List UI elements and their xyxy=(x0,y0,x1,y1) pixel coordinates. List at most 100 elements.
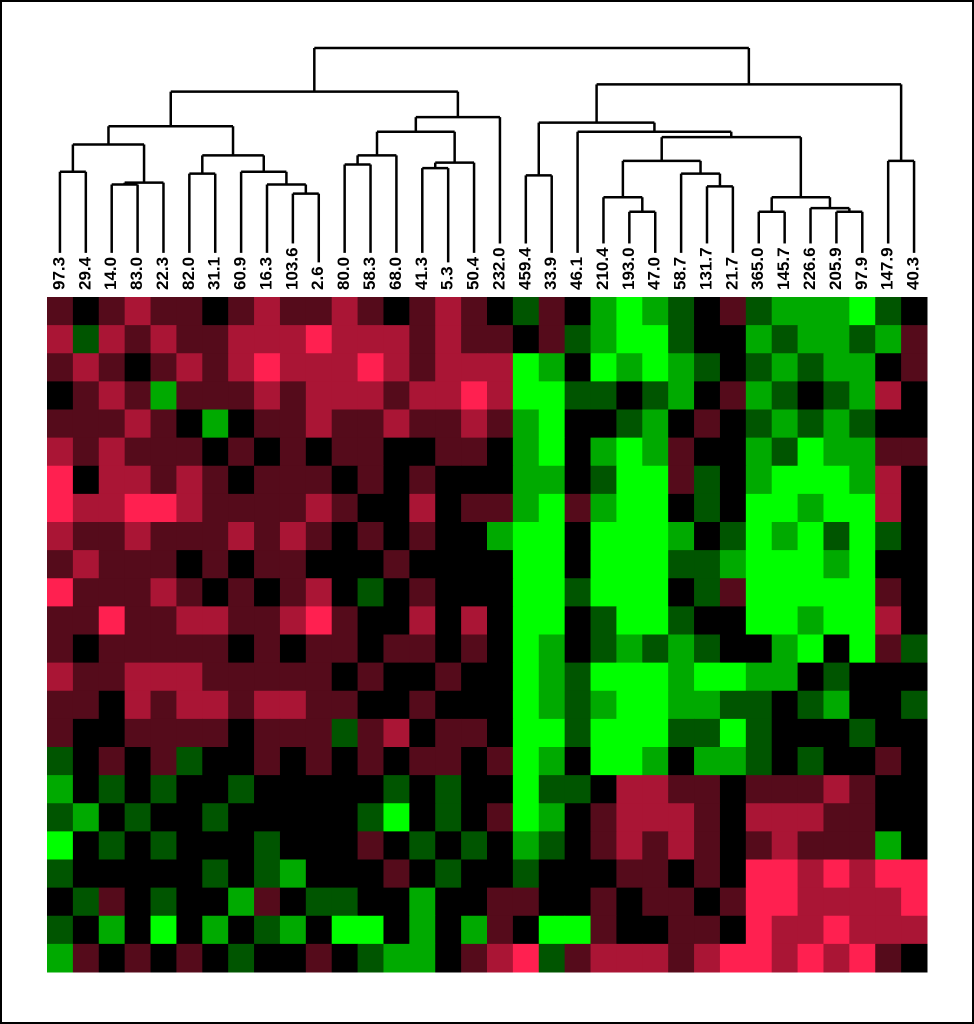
heatmap-cell xyxy=(564,381,592,410)
heatmap-cell xyxy=(564,831,592,860)
heatmap-cell xyxy=(694,353,721,382)
heatmap-cell xyxy=(538,859,566,889)
heatmap-cell xyxy=(435,747,462,776)
heatmap-cell xyxy=(512,803,540,832)
heatmap-cell xyxy=(797,718,824,748)
heatmap-cell xyxy=(719,747,747,776)
heatmap-cell xyxy=(538,831,566,860)
heatmap-cell xyxy=(694,381,721,410)
heatmap-cell xyxy=(668,550,695,579)
heatmap-cell xyxy=(694,297,721,326)
heatmap-cell xyxy=(383,662,410,692)
heatmap-cell xyxy=(487,578,514,607)
heatmap-cell xyxy=(176,887,203,917)
heatmap-cell xyxy=(719,943,747,973)
heatmap-cell xyxy=(849,943,876,973)
column-label: 22.3 xyxy=(153,257,172,290)
heatmap-cell xyxy=(745,943,773,973)
heatmap-cell xyxy=(901,578,928,607)
heatmap-cell xyxy=(745,803,773,832)
heatmap-cell xyxy=(150,606,177,635)
heatmap-cell xyxy=(98,578,126,607)
column-label: 226.6 xyxy=(800,247,819,290)
heatmap-cell xyxy=(642,662,669,692)
heatmap-cell xyxy=(849,409,876,439)
heatmap-cell xyxy=(357,690,384,720)
column-label: 459.4 xyxy=(515,247,534,290)
heatmap-cell xyxy=(228,297,255,326)
heatmap-cell xyxy=(383,690,410,720)
heatmap-cell xyxy=(875,859,902,889)
heatmap-cell xyxy=(590,381,617,410)
heatmap-cell xyxy=(901,297,928,326)
heatmap-cell xyxy=(823,409,850,439)
heatmap-cell xyxy=(745,409,773,439)
heatmap-cell xyxy=(357,887,384,917)
heatmap-cell xyxy=(487,606,514,635)
heatmap-cell xyxy=(564,550,592,579)
heatmap-cell xyxy=(461,437,488,467)
heatmap-cell xyxy=(901,747,928,776)
heatmap-cell xyxy=(357,297,384,326)
heatmap-cell xyxy=(331,381,359,410)
heatmap-cell xyxy=(823,943,850,973)
heatmap-cell xyxy=(357,747,384,776)
heatmap-cell xyxy=(461,493,488,523)
heatmap-cell xyxy=(719,634,747,664)
heatmap-cell xyxy=(771,325,799,354)
heatmap-cell xyxy=(409,915,436,945)
heatmap-cell xyxy=(409,297,436,326)
heatmap-cell xyxy=(771,550,799,579)
heatmap-cell xyxy=(694,522,721,551)
heatmap-cell xyxy=(305,887,333,917)
heatmap-cell xyxy=(124,915,152,945)
heatmap-cell xyxy=(305,606,333,635)
heatmap-cell xyxy=(305,409,333,439)
heatmap-cell xyxy=(849,578,876,607)
heatmap-cell xyxy=(875,943,902,973)
heatmap-cell xyxy=(357,718,384,748)
heatmap-cell xyxy=(719,325,747,354)
heatmap-cell xyxy=(331,325,359,354)
heatmap-cell xyxy=(305,831,333,860)
heatmap-cell xyxy=(461,887,488,917)
column-label: 14.0 xyxy=(101,257,120,290)
heatmap-cell xyxy=(849,915,876,945)
heatmap-cell xyxy=(98,522,126,551)
heatmap-cell xyxy=(564,297,592,326)
heatmap-cell xyxy=(875,550,902,579)
heatmap-cell xyxy=(564,718,592,748)
heatmap-cell xyxy=(461,578,488,607)
heatmap-cell xyxy=(461,522,488,551)
heatmap-cell xyxy=(719,831,747,860)
heatmap-cell xyxy=(383,803,410,832)
heatmap-cell xyxy=(487,465,514,495)
heatmap-cell xyxy=(124,662,152,692)
heatmap-cell xyxy=(176,409,203,439)
heatmap-cell xyxy=(176,747,203,776)
heatmap-cell xyxy=(849,831,876,860)
heatmap-cell xyxy=(305,634,333,664)
heatmap-cell xyxy=(409,943,436,973)
heatmap-cell xyxy=(875,634,902,664)
heatmap-cell xyxy=(305,747,333,776)
heatmap-cell xyxy=(719,550,747,579)
heatmap-cell xyxy=(305,803,333,832)
heatmap-cell xyxy=(719,718,747,748)
heatmap-cell xyxy=(564,522,592,551)
heatmap-cell xyxy=(616,775,643,804)
heatmap-cell xyxy=(72,353,100,382)
heatmap-cell xyxy=(202,550,229,579)
heatmap-cell xyxy=(254,747,281,776)
heatmap-cell xyxy=(435,803,462,832)
column-label: 210.4 xyxy=(593,247,612,290)
heatmap-cell xyxy=(590,493,617,523)
heatmap-cell xyxy=(124,606,152,635)
heatmap-cell xyxy=(745,297,773,326)
heatmap-cell xyxy=(47,550,74,579)
column-label: 97.3 xyxy=(49,257,68,290)
heatmap-cell xyxy=(331,662,359,692)
heatmap-cell xyxy=(487,522,514,551)
heatmap-cell xyxy=(590,887,617,917)
heatmap-cell xyxy=(745,493,773,523)
